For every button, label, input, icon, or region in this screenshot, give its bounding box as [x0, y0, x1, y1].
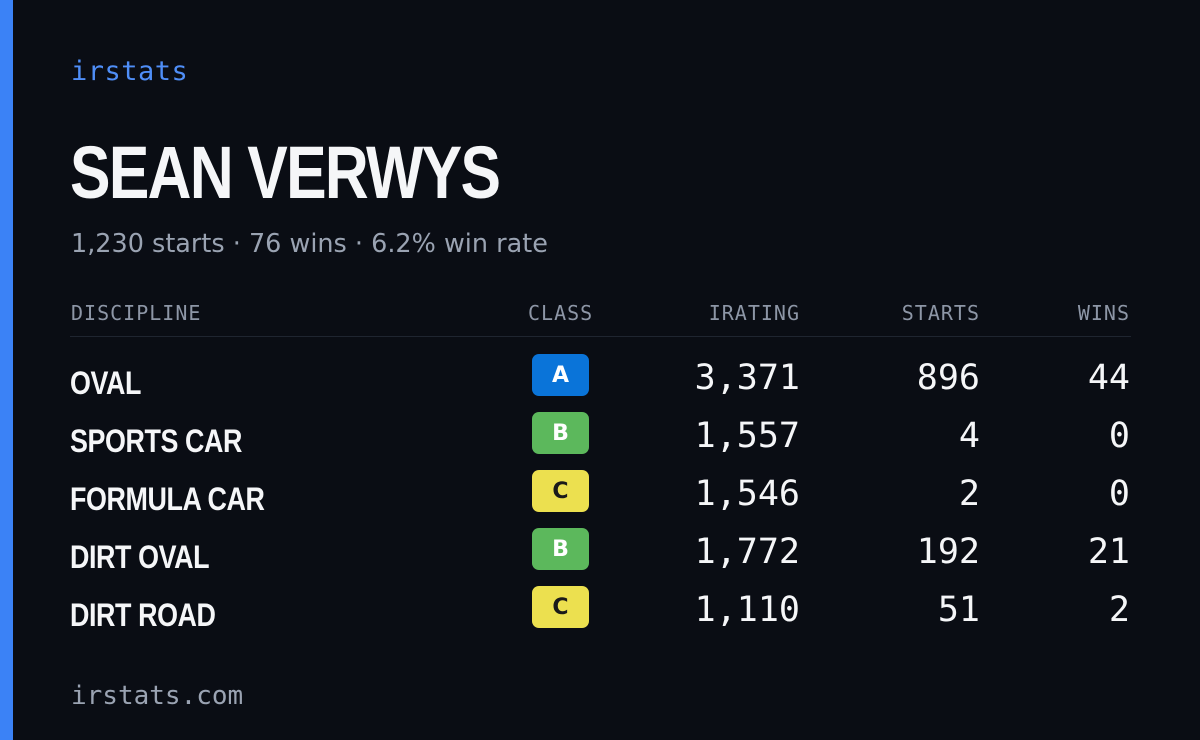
class-badge: B [532, 528, 589, 570]
wins-value: 0 [1108, 474, 1130, 514]
class-badge: C [532, 470, 589, 512]
header-wins: WINS [1077, 301, 1130, 325]
starts-value: 2 [958, 474, 980, 514]
header-starts: STARTS [901, 301, 980, 325]
header-discipline: DISCIPLINE [71, 301, 202, 325]
irating-value: 1,110 [694, 590, 800, 630]
irating-value: 1,557 [694, 416, 800, 456]
discipline-label: DIRT OVAL [70, 539, 210, 575]
header-divider [70, 336, 1131, 337]
discipline-label: SPORTS CAR [70, 423, 243, 459]
wins-value: 21 [1087, 532, 1130, 572]
driver-summary: 1,230 starts · 76 wins · 6.2% win rate [71, 229, 548, 259]
starts-value: 4 [958, 416, 980, 456]
wins-value: 2 [1108, 590, 1130, 630]
class-badge: A [532, 354, 589, 396]
class-badge: C [532, 586, 589, 628]
class-badge: B [532, 412, 589, 454]
wins-value: 44 [1087, 358, 1130, 398]
irating-value: 3,371 [694, 358, 800, 398]
irating-value: 1,772 [694, 532, 800, 572]
discipline-label: OVAL [70, 365, 141, 401]
starts-value: 896 [916, 358, 980, 398]
header-class: CLASS [528, 301, 594, 325]
discipline-label: DIRT ROAD [70, 597, 216, 633]
header-irating: IRATING [708, 301, 800, 325]
driver-name: SEAN VERWYS [70, 131, 501, 214]
irating-value: 1,546 [694, 474, 800, 514]
wins-value: 0 [1108, 416, 1130, 456]
footer-url: irstats.com [71, 681, 244, 711]
starts-value: 51 [937, 590, 980, 630]
starts-value: 192 [916, 532, 980, 572]
discipline-label: FORMULA CAR [70, 481, 265, 517]
brand-logo: irstats [71, 56, 189, 87]
accent-bar [0, 0, 13, 740]
